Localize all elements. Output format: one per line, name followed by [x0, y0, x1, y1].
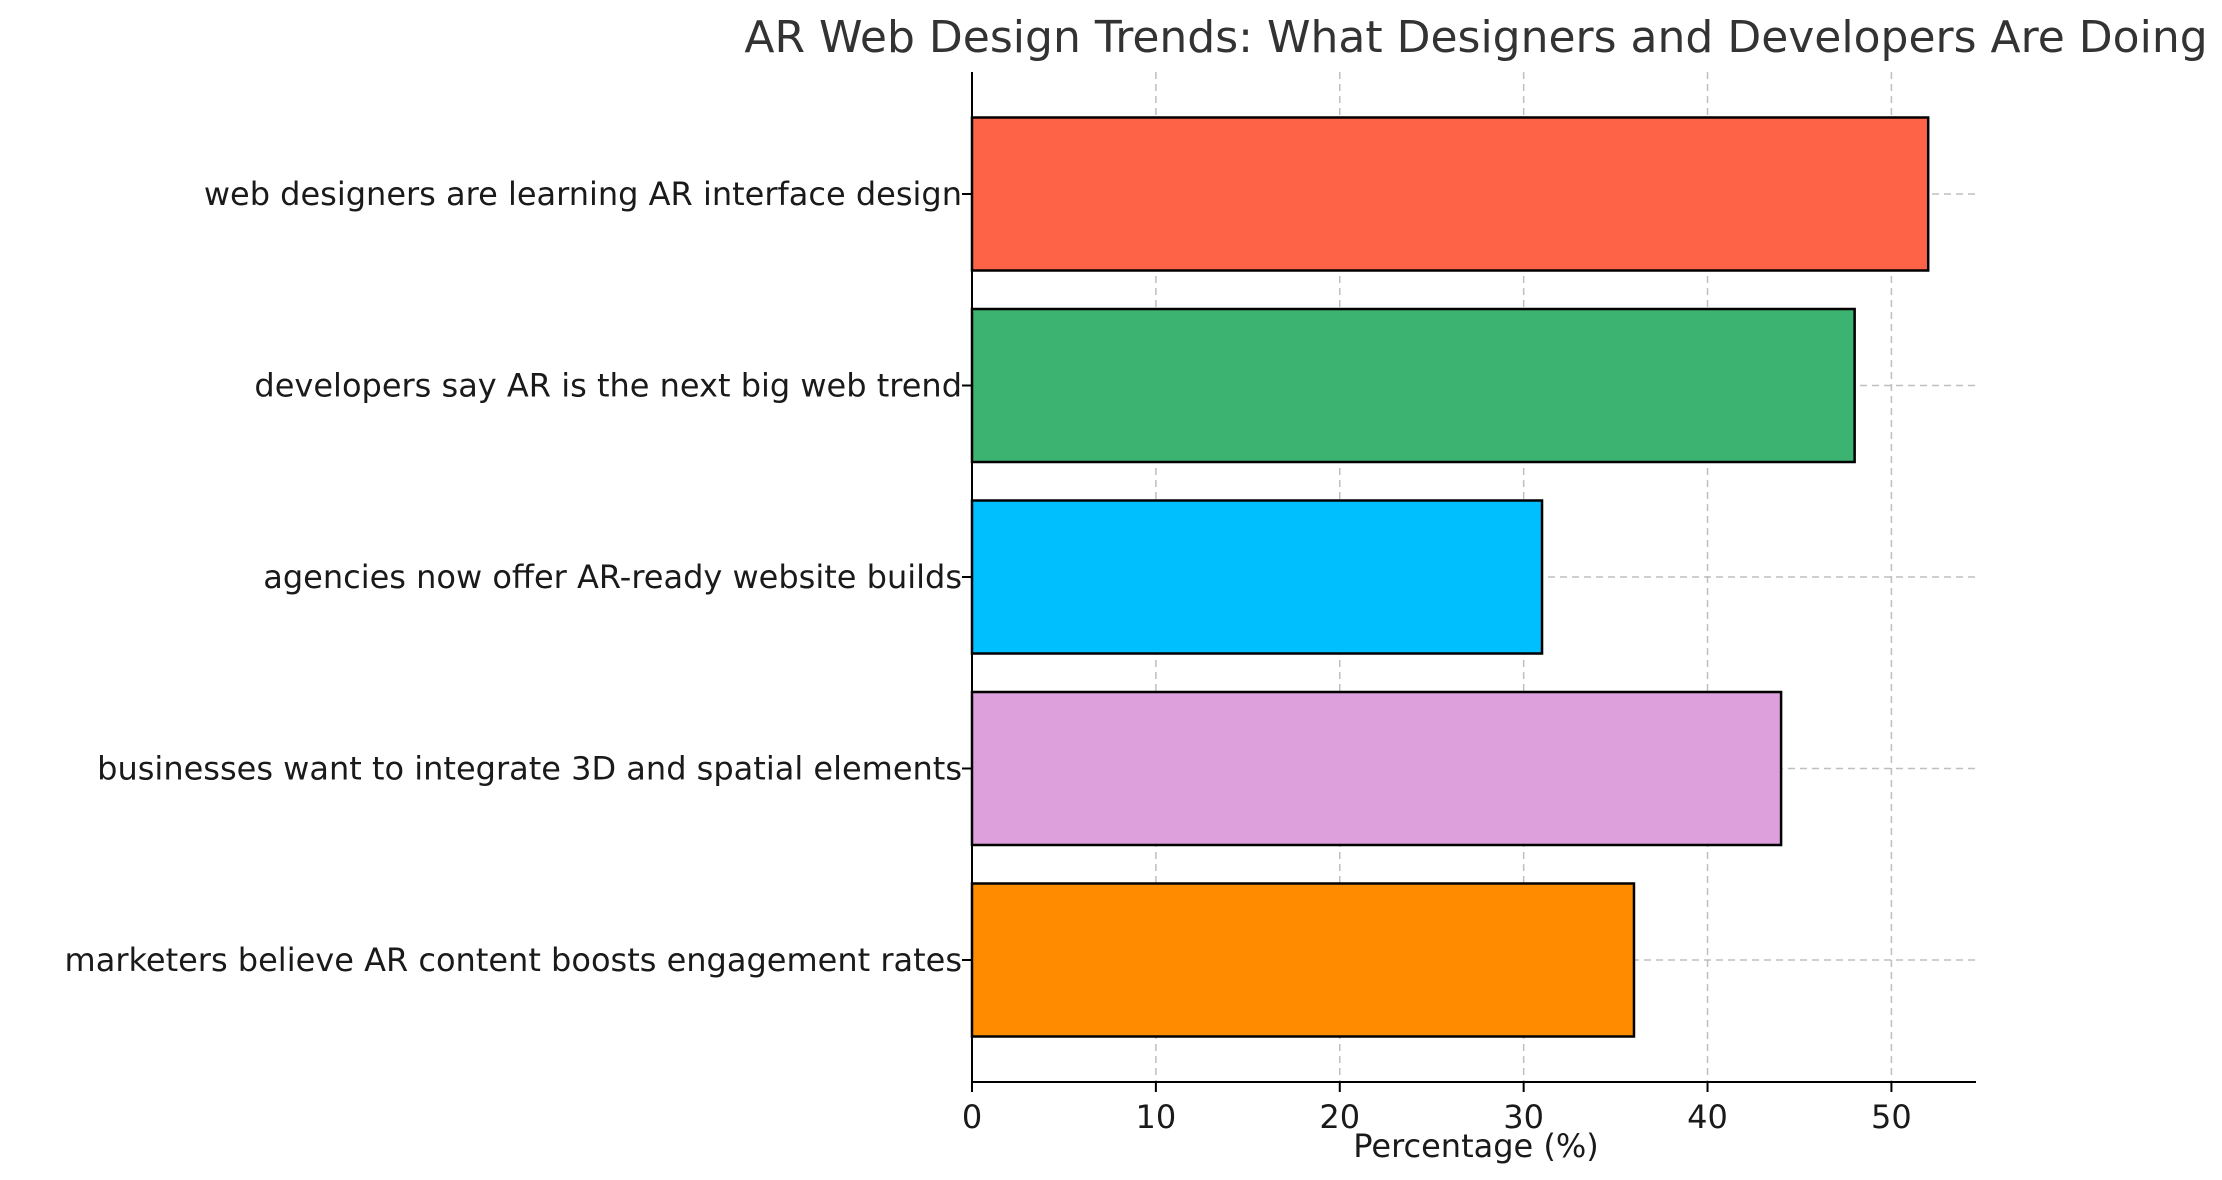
- x-ticks: 0 10 20 30 40 50: [962, 1082, 1912, 1136]
- chart-title: AR Web Design Trends: What Designers and…: [744, 12, 2207, 63]
- category-label-0: web designers are learning AR interface …: [204, 175, 962, 213]
- category-label-4: marketers believe AR content boosts enga…: [65, 941, 962, 979]
- bar-1: [970, 307, 1856, 464]
- category-label-1: developers say AR is the next big web tr…: [254, 367, 962, 405]
- bar-4: [970, 882, 1636, 1038]
- bar-0: [970, 116, 1930, 272]
- bar-3: [970, 690, 1783, 847]
- bar-2: [970, 499, 1544, 655]
- x-tick-label-1: 10: [1136, 1098, 1177, 1136]
- x-axis-label: Percentage (%): [1353, 1127, 1599, 1165]
- category-label-3: businesses want to integrate 3D and spat…: [97, 750, 962, 788]
- x-tick-label-3: 30: [1503, 1098, 1544, 1136]
- x-tick-label-0: 0: [962, 1098, 982, 1136]
- x-tick-label-2: 20: [1319, 1098, 1360, 1136]
- category-labels: web designers are learning AR interface …: [65, 175, 972, 979]
- x-tick-label-5: 50: [1871, 1098, 1912, 1136]
- bars: [970, 116, 1930, 1038]
- x-tick-label-4: 40: [1687, 1098, 1728, 1136]
- category-label-2: agencies now offer AR-ready website buil…: [263, 558, 962, 596]
